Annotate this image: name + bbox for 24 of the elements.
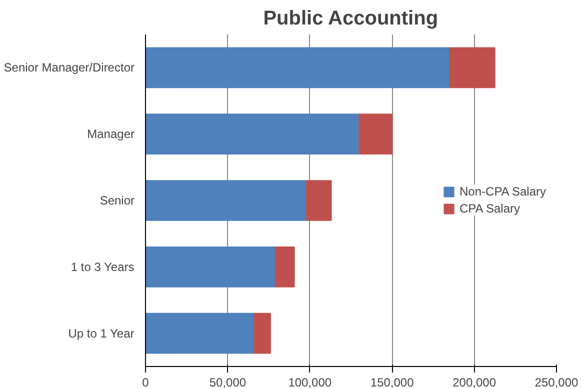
y-tick-label: Senior Manager/Director (4, 60, 135, 75)
bar (146, 47, 450, 88)
bar (146, 246, 276, 288)
bar (274, 246, 295, 288)
y-tick-label: Up to 1 Year (68, 326, 134, 340)
bar (306, 180, 332, 221)
bar (146, 180, 308, 221)
bar (358, 114, 393, 155)
x-tick-label: 0 (142, 376, 150, 389)
x-tick-label: 200,000 (452, 376, 496, 389)
x-tick-label: 150,000 (370, 376, 414, 389)
bar (449, 47, 496, 88)
x-tick-label: 100,000 (288, 376, 332, 389)
x-tick-label: 50,000 (209, 376, 246, 389)
x-tick-label: 250,000 (534, 376, 579, 389)
y-tick-label: 1 to 3 Years (70, 260, 134, 274)
chart-title: Public Accounting (263, 8, 438, 30)
bar (254, 312, 271, 354)
y-tick-label: Manager (87, 127, 135, 142)
bar (146, 312, 255, 354)
legend-label: CPA Salary (460, 202, 520, 216)
legend-label: Non-CPA Salary (460, 184, 546, 198)
y-tick-label: Senior (100, 194, 135, 208)
bar (146, 114, 360, 155)
